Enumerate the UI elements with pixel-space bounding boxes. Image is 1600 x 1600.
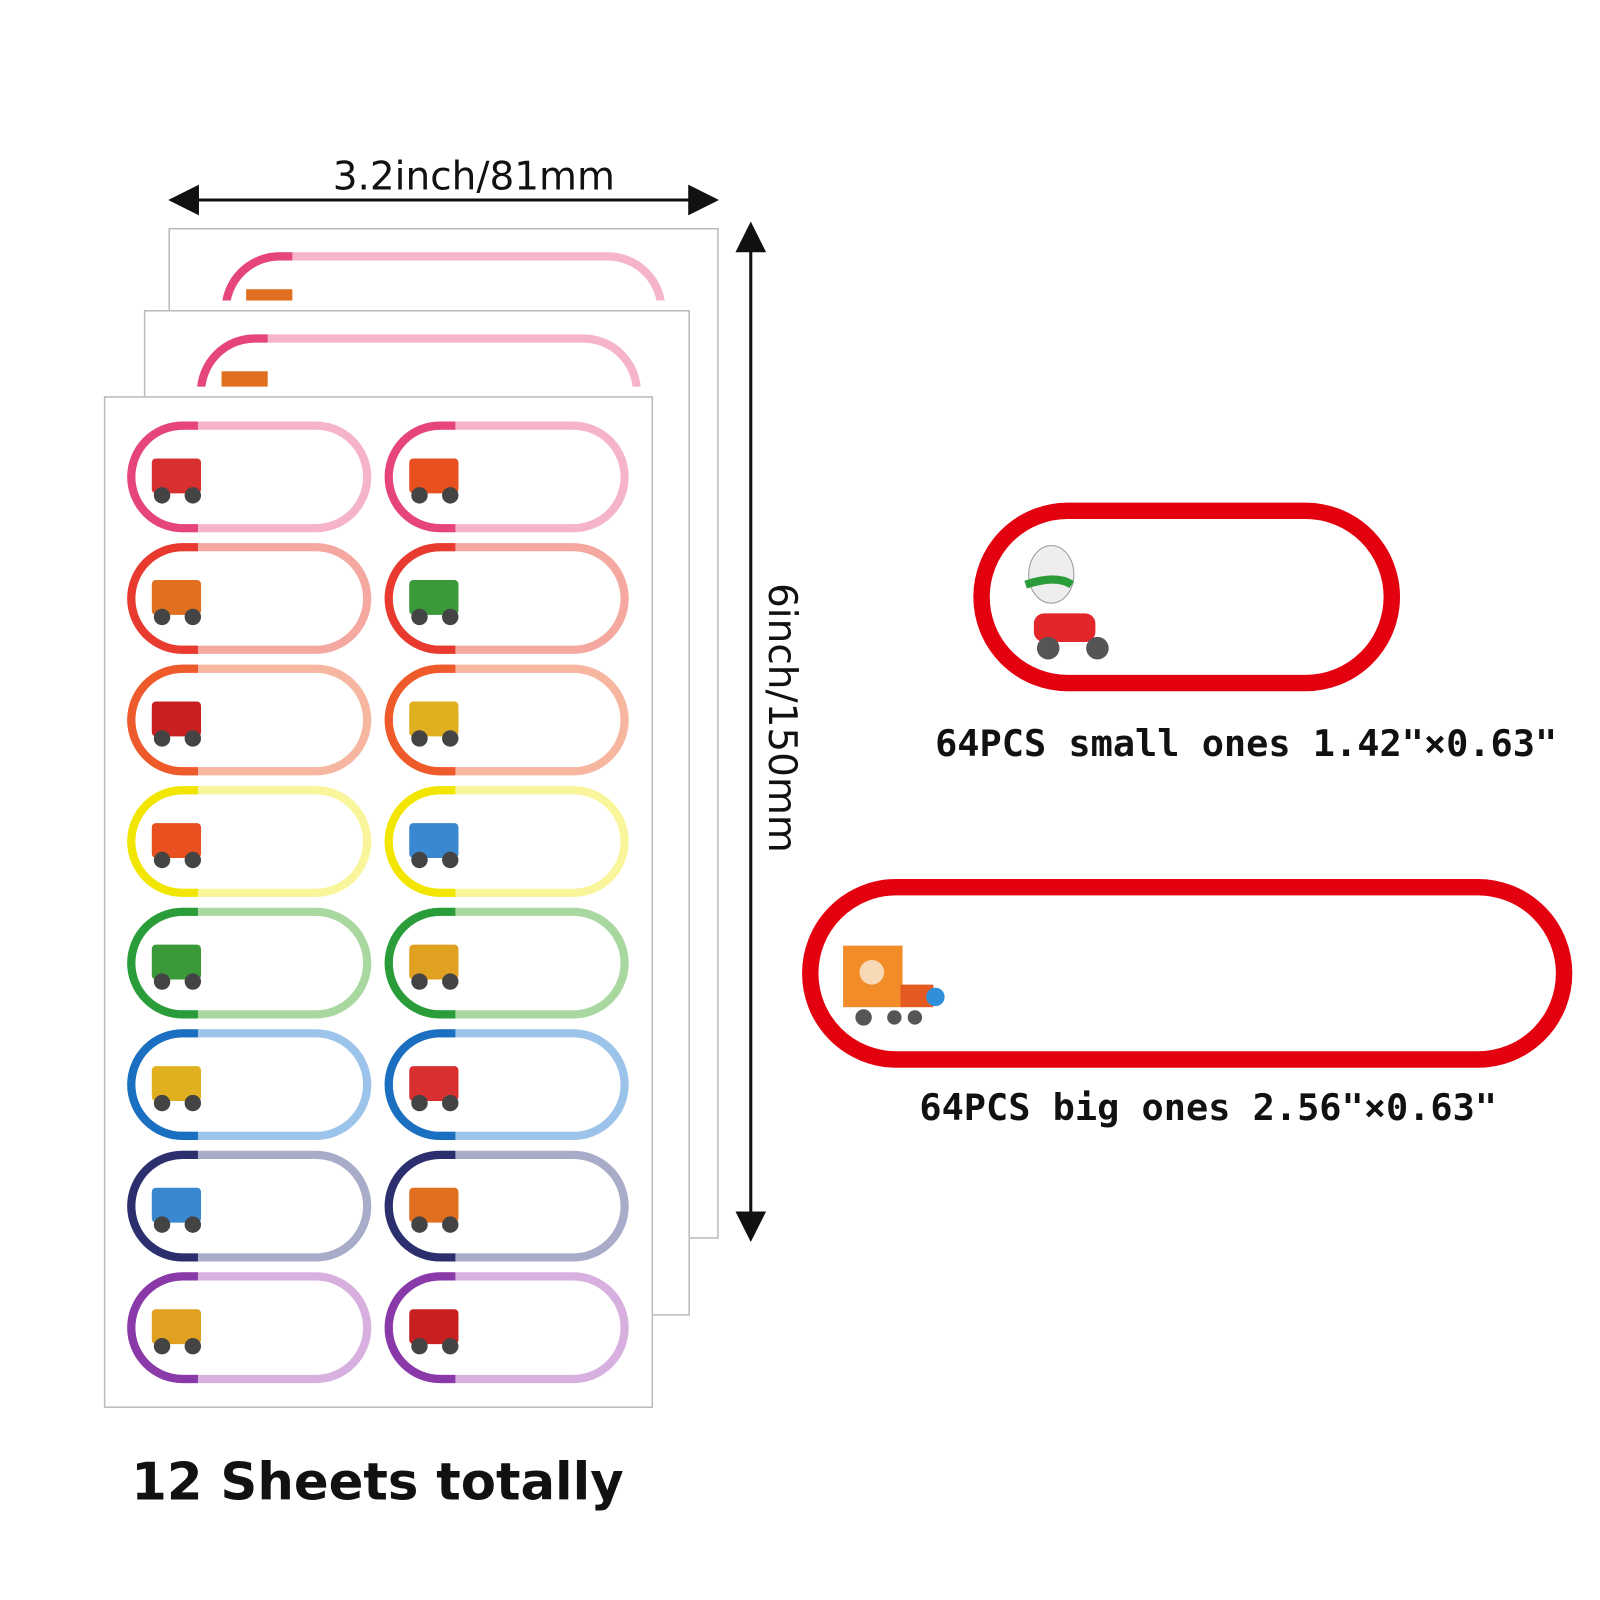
sticker-icon-wheel [184,730,202,747]
label-border-accent [127,543,198,654]
sticker-icon [409,1066,459,1102]
sticker-label [384,1029,629,1140]
sticker-icon-wheel [411,973,428,990]
sticker-icon-wheel [442,973,459,990]
sticker-label [384,421,629,533]
big-label [802,878,1573,1068]
sticker-icon-wheel [153,487,171,504]
label-border-accent [127,421,198,533]
sticker-icon [409,580,459,615]
sticker-icon [246,289,293,301]
sticker-icon-wheel [184,851,202,869]
sticker-icon-wheel [442,730,459,747]
sticker-icon-wheel [411,608,428,626]
sticker-icon-wheel [411,487,428,504]
label-border-accent [127,1029,198,1140]
sticker-icon-wheel [153,1337,171,1355]
label-border-accent [127,1150,198,1262]
sticker-label [384,1150,629,1262]
label-border-accent [384,786,456,897]
sticker-icon-wheel [153,851,171,869]
label-border-accent [384,907,456,1019]
sticker-icon-wheel [411,730,428,747]
sticker-icon-wheel [411,1216,428,1233]
sticker-label [127,907,372,1019]
sticker-icon [409,944,459,980]
sticker-icon [409,1309,459,1345]
sticker-icon [151,458,202,494]
sticker-icon-wheel [153,973,171,990]
sticker-icon-wheel [442,1094,459,1112]
sticker-icon [409,1187,459,1223]
sticker-icon [151,1187,202,1223]
label-border-accent [384,664,456,776]
label-grid [127,421,629,1384]
sticker-label [127,1150,372,1262]
sticker-icon-wheel [184,1216,202,1233]
sticker-sheets [103,227,719,1408]
width-label: 3.2inch/81mm [333,155,615,200]
sticker-icon-wheel [442,1337,459,1355]
sticker-icon [151,1309,202,1345]
sticker-icon-wheel [153,1094,171,1112]
sticker-icon-wheel [153,608,171,626]
label-border-accent [127,1272,198,1384]
sticker-icon-wheel [411,851,428,869]
sticker-icon-wheel [184,973,202,990]
sticker-icon-wheel [153,1216,171,1233]
sticker-icon [409,823,459,858]
sticker-icon-wheel [442,487,459,504]
label-border-accent [384,1029,456,1140]
sticker-icon-wheel [442,851,459,869]
sticker-icon-wheel [442,608,459,626]
bunny-scooter-icon [1024,545,1109,660]
sticker-icon [151,944,202,980]
sticker-label [127,1272,372,1384]
peek-label [222,252,665,301]
label-border-accent [127,907,198,1019]
label-border-accent [127,786,198,897]
small-caption: 64PCS small ones 1.42"×0.63" [935,722,1557,765]
label-border-accent [127,664,198,776]
train-icon [843,945,945,1026]
sticker-icon-wheel [442,1216,459,1233]
sticker-icon-wheel [184,1337,202,1355]
sticker-icon [221,371,268,387]
sticker-icon-wheel [411,1337,428,1355]
sticker-label [127,543,372,654]
label-border-accent [384,1150,456,1262]
sticker-label [384,1272,629,1384]
sticker-icon [409,458,459,494]
sticker-icon [151,1066,202,1102]
sticker-icon-wheel [411,1094,428,1112]
sticker-icon-wheel [184,608,202,626]
sticker-icon-wheel [184,1094,202,1112]
sticker-icon [151,823,202,858]
sheets-caption: 12 Sheets totally [131,1452,623,1512]
sticker-label [127,421,372,533]
label-border-accent [384,1272,456,1384]
label-border [197,334,641,387]
sticker-label [384,664,629,776]
sticker-label [127,664,372,776]
sticker-icon-wheel [184,487,202,504]
sticker-icon [409,701,459,737]
sticker-label [127,786,372,897]
sticker-label [127,1029,372,1140]
label-border-accent [384,421,456,533]
peek-label [197,334,641,387]
sticker-label [384,907,629,1019]
sticker-label [384,543,629,654]
sticker-icon [151,580,202,615]
height-label: 6inch/150mm [759,583,804,853]
label-border-accent [384,543,456,654]
label-border [222,252,665,301]
sticker-label [384,786,629,897]
sticker-icon [151,701,202,737]
sticker-icon-wheel [153,730,171,747]
big-caption: 64PCS big ones 2.56"×0.63" [919,1086,1497,1129]
